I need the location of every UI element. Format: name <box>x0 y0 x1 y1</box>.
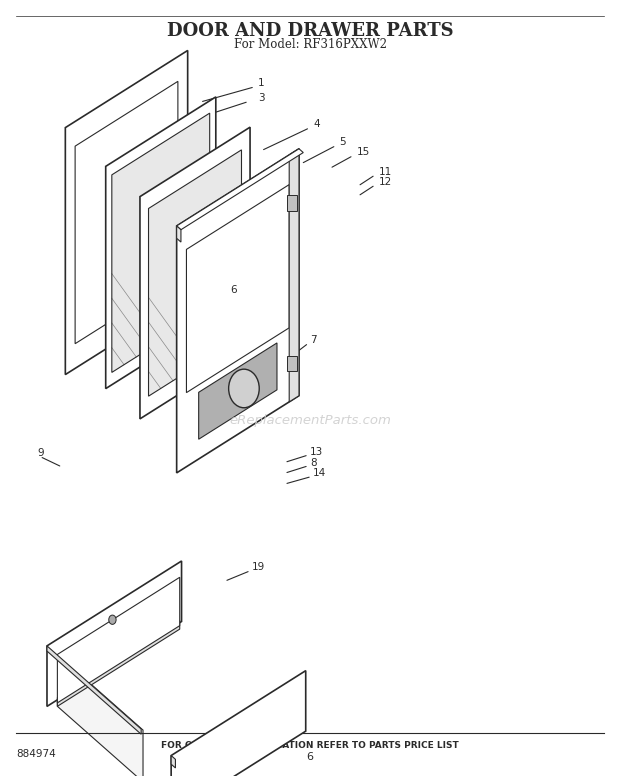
Polygon shape <box>177 149 299 473</box>
Circle shape <box>229 369 259 408</box>
Circle shape <box>108 615 116 624</box>
Polygon shape <box>58 577 180 703</box>
Polygon shape <box>187 185 289 392</box>
Polygon shape <box>289 149 299 402</box>
Bar <box>287 356 296 371</box>
Polygon shape <box>47 561 182 707</box>
Text: 7: 7 <box>310 335 317 345</box>
Text: 1: 1 <box>258 78 265 88</box>
Text: 5: 5 <box>339 136 346 147</box>
Polygon shape <box>140 127 250 419</box>
Text: 13: 13 <box>310 447 323 457</box>
Text: eReplacementParts.com: eReplacementParts.com <box>229 414 391 427</box>
Polygon shape <box>105 97 216 388</box>
Text: 3: 3 <box>258 94 265 103</box>
Polygon shape <box>149 150 242 396</box>
Text: 4: 4 <box>313 119 320 129</box>
Polygon shape <box>171 671 306 780</box>
Polygon shape <box>47 646 141 734</box>
Text: 8: 8 <box>310 458 317 467</box>
Bar <box>287 195 296 211</box>
Text: 6: 6 <box>231 285 237 295</box>
Polygon shape <box>177 226 181 242</box>
Polygon shape <box>171 756 175 768</box>
Text: For Model: RF316PXXW2: For Model: RF316PXXW2 <box>234 37 386 51</box>
Polygon shape <box>65 51 188 374</box>
Text: 6: 6 <box>306 752 314 762</box>
Polygon shape <box>58 621 180 707</box>
Polygon shape <box>198 343 277 439</box>
Text: 14: 14 <box>313 468 326 478</box>
Polygon shape <box>112 113 210 372</box>
Text: 12: 12 <box>378 176 392 186</box>
Text: DOOR AND DRAWER PARTS: DOOR AND DRAWER PARTS <box>167 22 453 41</box>
Polygon shape <box>177 149 303 230</box>
Text: 15: 15 <box>356 147 370 158</box>
Text: 11: 11 <box>378 167 392 176</box>
Polygon shape <box>58 654 143 780</box>
Text: 9: 9 <box>38 448 45 459</box>
Text: 884974: 884974 <box>16 749 56 759</box>
Text: 19: 19 <box>252 562 265 573</box>
Text: FOR ORDERING INFORMATION REFER TO PARTS PRICE LIST: FOR ORDERING INFORMATION REFER TO PARTS … <box>161 740 459 750</box>
